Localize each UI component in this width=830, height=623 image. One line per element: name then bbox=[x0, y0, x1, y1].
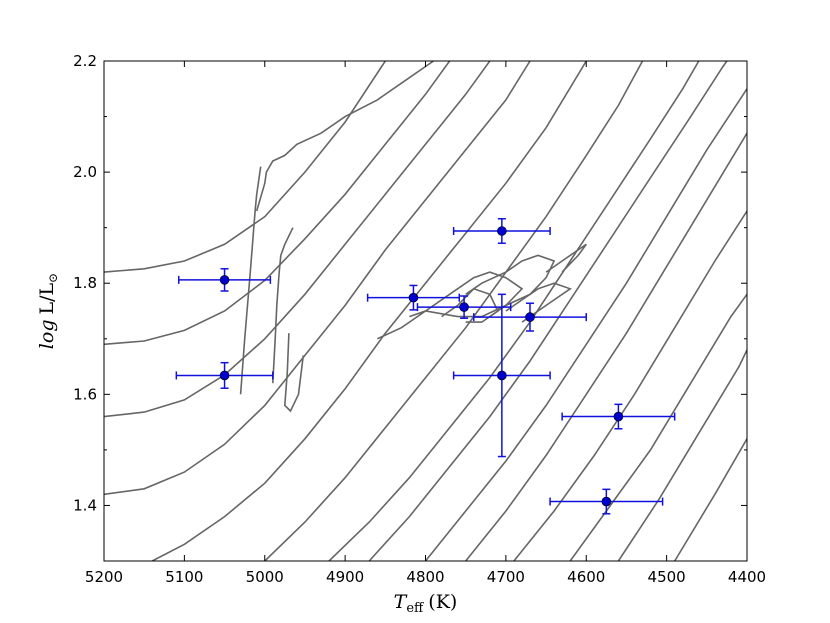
data-point-6 bbox=[472, 302, 587, 332]
x-tick-label: 4900 bbox=[326, 568, 364, 586]
track-line-4 bbox=[151, 61, 587, 561]
axis-ticks: 5200 5100 5000 4900 4800 4700 4600 4500 4400 1.4 1… bbox=[73, 52, 766, 586]
data-marker bbox=[613, 411, 624, 422]
track-line-18 bbox=[376, 271, 524, 340]
data-marker bbox=[459, 302, 469, 312]
track-line-2 bbox=[104, 61, 491, 418]
track-line-7 bbox=[368, 61, 728, 561]
y-tick-label: 1.4 bbox=[73, 496, 97, 514]
data-marker bbox=[601, 496, 612, 507]
track-line-8 bbox=[424, 88, 747, 561]
x-tick-label: 4500 bbox=[648, 568, 686, 586]
data-point-2 bbox=[366, 284, 461, 311]
data-point-7 bbox=[561, 403, 676, 430]
data-marker bbox=[408, 292, 419, 303]
track-line-16 bbox=[272, 227, 294, 384]
track-line-1 bbox=[104, 61, 451, 346]
track-line-11 bbox=[569, 293, 747, 561]
track-line-21 bbox=[505, 282, 572, 323]
y-axis-label: logL/L⊙ bbox=[36, 273, 60, 349]
track-line-17 bbox=[283, 333, 305, 413]
x-tick-label: 5200 bbox=[85, 568, 123, 586]
data-point-3 bbox=[416, 295, 512, 319]
track-line-0 bbox=[104, 61, 386, 273]
track-line-3 bbox=[104, 61, 531, 496]
track-line-13 bbox=[674, 438, 747, 561]
x-tick-label: 4800 bbox=[406, 568, 444, 586]
track-line-15 bbox=[239, 166, 262, 395]
data-point-0 bbox=[177, 268, 272, 292]
data-marker bbox=[219, 275, 230, 285]
track-line-22 bbox=[545, 243, 587, 273]
data-marker bbox=[497, 370, 507, 381]
track-line-5 bbox=[264, 61, 644, 561]
data-marker bbox=[497, 226, 507, 236]
y-tick-label: 1.8 bbox=[73, 274, 97, 292]
y-tick-label: 2.2 bbox=[73, 52, 97, 70]
data-point-4 bbox=[452, 218, 551, 244]
track-line-14 bbox=[255, 61, 434, 212]
data-point-1 bbox=[175, 361, 274, 389]
x-tick-label: 5000 bbox=[246, 568, 284, 586]
track-line-6 bbox=[328, 61, 700, 561]
data-points bbox=[175, 218, 676, 515]
x-tick-label: 4400 bbox=[728, 568, 766, 586]
y-tick-label: 1.6 bbox=[73, 385, 97, 403]
x-tick-label: 4600 bbox=[567, 568, 605, 586]
track-line-19 bbox=[465, 254, 556, 318]
x-axis-label: Teff (K) bbox=[394, 591, 458, 616]
data-point-5 bbox=[452, 293, 551, 458]
y-tick-label: 2.0 bbox=[73, 163, 97, 181]
x-tick-label: 5100 bbox=[165, 568, 203, 586]
data-marker bbox=[525, 312, 535, 322]
data-marker bbox=[219, 370, 230, 381]
track-line-10 bbox=[513, 210, 747, 561]
track-line-12 bbox=[617, 349, 747, 561]
track-line-20 bbox=[441, 287, 499, 323]
evolutionary-tracks bbox=[104, 61, 747, 561]
data-point-8 bbox=[549, 488, 664, 515]
track-line-9 bbox=[465, 132, 747, 561]
x-tick-label: 4700 bbox=[487, 568, 525, 586]
